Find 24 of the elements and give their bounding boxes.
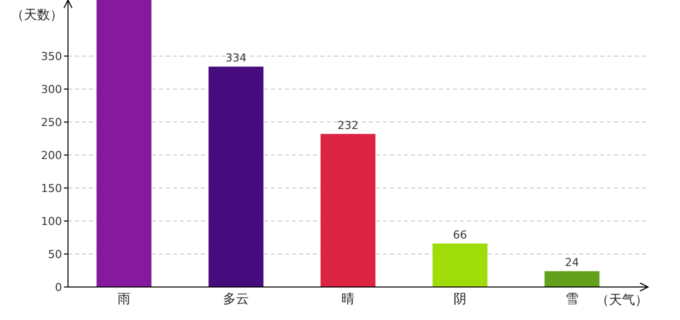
- x-axis-title: （天气）: [596, 293, 648, 308]
- x-tick-label: 多云: [223, 292, 249, 307]
- y-tick-label: 250: [41, 116, 62, 129]
- y-tick-label: 0: [55, 280, 62, 294]
- y-tick-label: 50: [48, 248, 62, 261]
- bar: [208, 66, 264, 287]
- bar: [544, 271, 600, 287]
- data-label: 334: [226, 52, 246, 65]
- bar: [320, 134, 376, 287]
- data-label: 24: [565, 256, 579, 270]
- y-tick-label: 350: [41, 50, 62, 63]
- bar: [96, 0, 152, 287]
- x-tick-label: 阴: [454, 292, 466, 307]
- data-label: 232: [338, 118, 358, 132]
- x-tick-label: 雨: [118, 292, 130, 307]
- x-tick-label: 雪: [566, 292, 578, 307]
- y-tick-label: 100: [41, 214, 62, 228]
- x-tick-label: 晴: [342, 292, 354, 307]
- data-label: 66: [453, 228, 467, 242]
- y-tick-label: 300: [41, 82, 62, 96]
- y-axis-title: （天数）: [11, 8, 63, 23]
- y-tick-label: 200: [41, 148, 62, 162]
- y-tick-label: 150: [41, 182, 62, 195]
- bar: [432, 243, 488, 287]
